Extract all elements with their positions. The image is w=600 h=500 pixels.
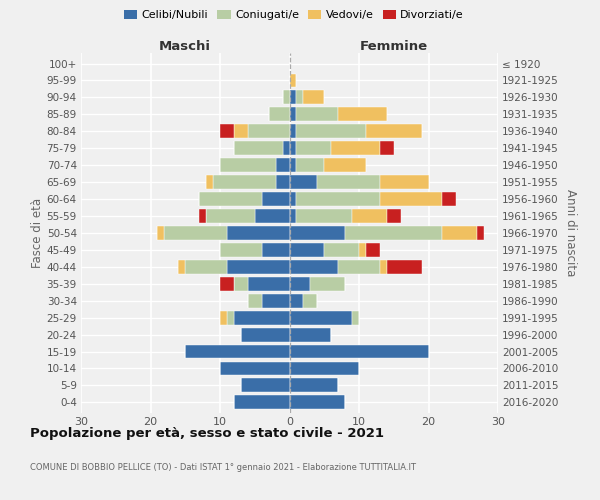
Bar xyxy=(442,192,457,206)
Bar xyxy=(248,277,290,290)
Bar xyxy=(262,192,290,206)
Bar xyxy=(283,142,290,155)
Bar xyxy=(310,277,345,290)
Bar xyxy=(206,175,213,189)
Bar xyxy=(290,260,338,274)
Y-axis label: Fasce di età: Fasce di età xyxy=(31,198,44,268)
Bar xyxy=(324,158,366,172)
Bar xyxy=(220,277,234,290)
Bar xyxy=(220,124,234,138)
Bar xyxy=(248,294,262,308)
Bar xyxy=(380,175,428,189)
Bar xyxy=(255,209,290,223)
Bar xyxy=(283,90,290,104)
Bar xyxy=(304,90,324,104)
Bar xyxy=(290,344,428,358)
Bar xyxy=(290,158,296,172)
Bar xyxy=(290,362,359,376)
Bar xyxy=(290,74,296,88)
Bar xyxy=(290,124,296,138)
Bar xyxy=(290,108,296,122)
Bar xyxy=(338,260,380,274)
Bar xyxy=(366,124,422,138)
Bar xyxy=(359,243,366,257)
Bar xyxy=(290,90,296,104)
Bar xyxy=(275,158,290,172)
Bar xyxy=(178,260,185,274)
Bar xyxy=(213,175,275,189)
Bar xyxy=(157,226,164,240)
Text: Maschi: Maschi xyxy=(159,40,211,52)
Bar xyxy=(290,396,345,409)
Bar xyxy=(290,294,304,308)
Bar xyxy=(185,260,227,274)
Bar xyxy=(380,142,394,155)
Y-axis label: Anni di nascita: Anni di nascita xyxy=(565,189,577,276)
Bar xyxy=(199,209,206,223)
Bar xyxy=(248,124,290,138)
Text: Femmine: Femmine xyxy=(359,40,428,52)
Bar xyxy=(296,142,331,155)
Text: Popolazione per età, sesso e stato civile - 2021: Popolazione per età, sesso e stato civil… xyxy=(30,428,384,440)
Bar xyxy=(227,226,290,240)
Bar xyxy=(220,243,262,257)
Bar xyxy=(220,158,275,172)
Legend: Celibi/Nubili, Coniugati/e, Vedovi/e, Divorziati/e: Celibi/Nubili, Coniugati/e, Vedovi/e, Di… xyxy=(119,6,469,25)
Bar xyxy=(290,175,317,189)
Bar xyxy=(352,310,359,324)
Bar xyxy=(241,328,290,342)
Bar xyxy=(234,396,290,409)
Bar xyxy=(380,192,442,206)
Bar xyxy=(290,310,352,324)
Bar xyxy=(290,277,310,290)
Bar xyxy=(185,344,290,358)
Bar xyxy=(442,226,477,240)
Bar xyxy=(387,260,422,274)
Bar xyxy=(345,226,442,240)
Bar xyxy=(331,142,380,155)
Bar xyxy=(477,226,484,240)
Bar xyxy=(296,90,304,104)
Bar xyxy=(234,124,248,138)
Bar xyxy=(275,175,290,189)
Bar xyxy=(290,209,296,223)
Bar xyxy=(269,108,290,122)
Bar xyxy=(290,378,338,392)
Bar xyxy=(220,362,290,376)
Bar xyxy=(296,158,324,172)
Bar xyxy=(366,243,380,257)
Bar xyxy=(296,209,352,223)
Text: COMUNE DI BOBBIO PELLICE (TO) - Dati ISTAT 1° gennaio 2021 - Elaborazione TUTTIT: COMUNE DI BOBBIO PELLICE (TO) - Dati IST… xyxy=(30,462,416,471)
Bar xyxy=(380,260,387,274)
Bar xyxy=(227,260,290,274)
Bar xyxy=(227,310,234,324)
Bar xyxy=(290,192,296,206)
Bar xyxy=(338,108,387,122)
Bar xyxy=(199,192,262,206)
Bar xyxy=(206,209,255,223)
Bar xyxy=(324,243,359,257)
Bar xyxy=(317,175,380,189)
Bar xyxy=(262,294,290,308)
Bar xyxy=(220,310,227,324)
Bar xyxy=(234,142,283,155)
Bar xyxy=(352,209,387,223)
Bar xyxy=(241,378,290,392)
Bar xyxy=(296,192,380,206)
Bar xyxy=(296,108,338,122)
Bar xyxy=(290,142,296,155)
Bar xyxy=(262,243,290,257)
Bar xyxy=(290,226,345,240)
Bar xyxy=(164,226,227,240)
Bar xyxy=(304,294,317,308)
Bar xyxy=(296,124,366,138)
Bar xyxy=(234,310,290,324)
Bar xyxy=(387,209,401,223)
Bar xyxy=(290,243,324,257)
Bar xyxy=(290,328,331,342)
Bar xyxy=(234,277,248,290)
